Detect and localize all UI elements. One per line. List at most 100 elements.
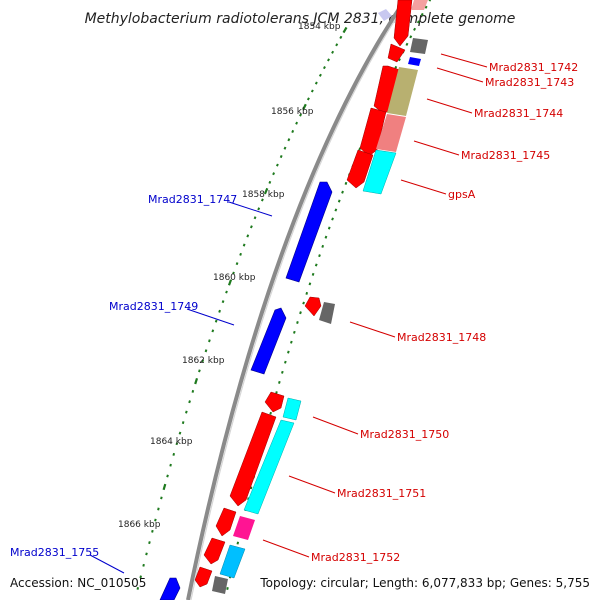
accession-text: Accession: NC_010505: [10, 576, 146, 590]
gene-box-skyblue[interactable]: [219, 544, 246, 579]
tick-mark: [221, 300, 225, 304]
gene-box-gray[interactable]: [212, 576, 228, 594]
kbp-tick-label: 1856 kbp: [271, 107, 314, 117]
tick-mark: [169, 463, 172, 467]
tick-mark: [263, 187, 269, 195]
tick-mark: [232, 271, 235, 275]
gene-Mrad2831_1751-box[interactable]: [243, 419, 295, 515]
cog-category-features: [212, 0, 428, 594]
gene-label[interactable]: Mrad2831_1745: [461, 149, 550, 162]
tick-mark: [314, 263, 318, 267]
gene-label[interactable]: Mrad2831_1748: [397, 331, 486, 344]
tick-mark: [242, 243, 246, 247]
gene-Mrad2831_1749[interactable]: [250, 307, 287, 375]
topology-text: Topology: circular; Length: 6,077,833 bp…: [259, 576, 590, 590]
gene-label[interactable]: Mrad2831_1752: [311, 551, 400, 564]
gene-cds[interactable]: [359, 107, 387, 157]
tick-mark: [235, 262, 239, 266]
tick-mark: [405, 42, 409, 46]
tick-mark: [428, 0, 432, 2]
tick-mark: [409, 35, 413, 39]
reverse-strand-features: [194, 0, 413, 588]
tick-mark: [279, 155, 283, 159]
gene-cds[interactable]: [393, 0, 413, 47]
tick-mark: [284, 360, 287, 364]
gene-Mrad2831_1748-box[interactable]: [319, 302, 335, 324]
tick-mark: [296, 321, 299, 324]
gene-box-pink[interactable]: [411, 0, 428, 10]
kbp-tick-labels: 1854 kbp 1856 kbp 1858 kbp 1860 kbp 1862…: [118, 22, 341, 530]
tick-mark: [178, 431, 182, 435]
outer-tick-ring: [136, 26, 348, 590]
gene-Mrad2831_1744-box[interactable]: [387, 67, 418, 116]
gene-cds[interactable]: [264, 391, 285, 413]
gene-label[interactable]: gpsA: [448, 188, 476, 201]
gene-cds[interactable]: [387, 43, 406, 63]
kbp-tick-label: 1862 kbp: [182, 356, 225, 366]
gene-Mrad2831_1752-box[interactable]: [233, 516, 255, 540]
gene-Mrad2831_1748-cds[interactable]: [304, 296, 322, 317]
kbp-tick-label: 1864 kbp: [150, 437, 193, 447]
tick-mark: [420, 12, 424, 17]
tick-mark: [306, 97, 310, 101]
gene-gpsA-box[interactable]: [362, 149, 397, 195]
tick-mark: [218, 309, 221, 313]
tick-mark: [257, 207, 261, 211]
tick-mark: [269, 411, 272, 415]
gene-label[interactable]: Mrad2831_1747: [148, 193, 237, 206]
gene-label[interactable]: Mrad2831_1755: [10, 546, 99, 559]
kbp-tick-label: 1860 kbp: [213, 273, 256, 283]
kbp-tick-label: 1866 kbp: [118, 520, 161, 530]
tick-mark: [172, 452, 176, 456]
tick-mark: [198, 369, 201, 373]
label-leader-lines: [89, 53, 488, 574]
tick-mark: [278, 380, 281, 384]
tick-mark: [308, 282, 312, 286]
gene-cds[interactable]: [203, 537, 226, 565]
kbp-tick-label: 1854 kbp: [298, 22, 341, 32]
gene-label[interactable]: Mrad2831_1744: [474, 107, 563, 120]
tick-mark: [327, 226, 331, 230]
tick-mark: [154, 518, 157, 522]
tick-mark: [214, 319, 218, 323]
gene-Mrad2831_1743-box[interactable]: [408, 57, 421, 66]
gene-label[interactable]: Mrad2831_1749: [109, 300, 198, 313]
tick-mark: [321, 244, 325, 248]
kbp-tick-label: 1858 kbp: [242, 190, 285, 200]
tick-mark: [166, 474, 169, 478]
tick-mark: [299, 113, 303, 117]
tick-mark: [310, 89, 314, 93]
tick-mark: [268, 180, 272, 184]
tick-mark: [305, 291, 309, 295]
gene-Mrad2831_1747[interactable]: [285, 181, 333, 283]
tick-mark: [253, 216, 257, 220]
tick-mark: [337, 199, 341, 203]
genome-backbone-highlight: [190, 0, 409, 600]
gene-Mrad2831_1755[interactable]: [159, 577, 181, 600]
gene-label[interactable]: Mrad2831_1751: [337, 487, 426, 500]
tick-mark: [201, 359, 205, 363]
gene-Mrad2831_1750-box[interactable]: [282, 397, 302, 421]
gene-Mrad2831_1745-box[interactable]: [376, 114, 406, 152]
gene-cds[interactable]: [215, 507, 237, 537]
gene-label[interactable]: Mrad2831_1742: [489, 61, 578, 74]
tick-mark: [208, 339, 211, 343]
tick-mark: [311, 272, 315, 276]
tick-mark: [157, 507, 160, 511]
gene-box-gray[interactable]: [410, 38, 428, 54]
gene-cds[interactable]: [194, 566, 213, 588]
gene-cds[interactable]: [346, 149, 374, 189]
gene-label[interactable]: Mrad2831_1743: [485, 76, 574, 89]
tick-mark: [194, 377, 199, 385]
gene-label[interactable]: Mrad2831_1750: [360, 428, 449, 441]
tick-mark: [302, 301, 305, 305]
tick-mark: [272, 172, 276, 176]
tick-mark: [327, 58, 330, 62]
gene-labels: Mrad2831_1742 Mrad2831_1743 Mrad2831_174…: [10, 61, 578, 564]
tick-mark: [226, 587, 229, 590]
tick-mark: [139, 575, 142, 579]
tick-mark: [314, 81, 318, 85]
tick-mark: [151, 529, 154, 533]
gene-Mrad2831_1751-cds[interactable]: [229, 411, 277, 507]
tick-mark: [188, 400, 191, 404]
